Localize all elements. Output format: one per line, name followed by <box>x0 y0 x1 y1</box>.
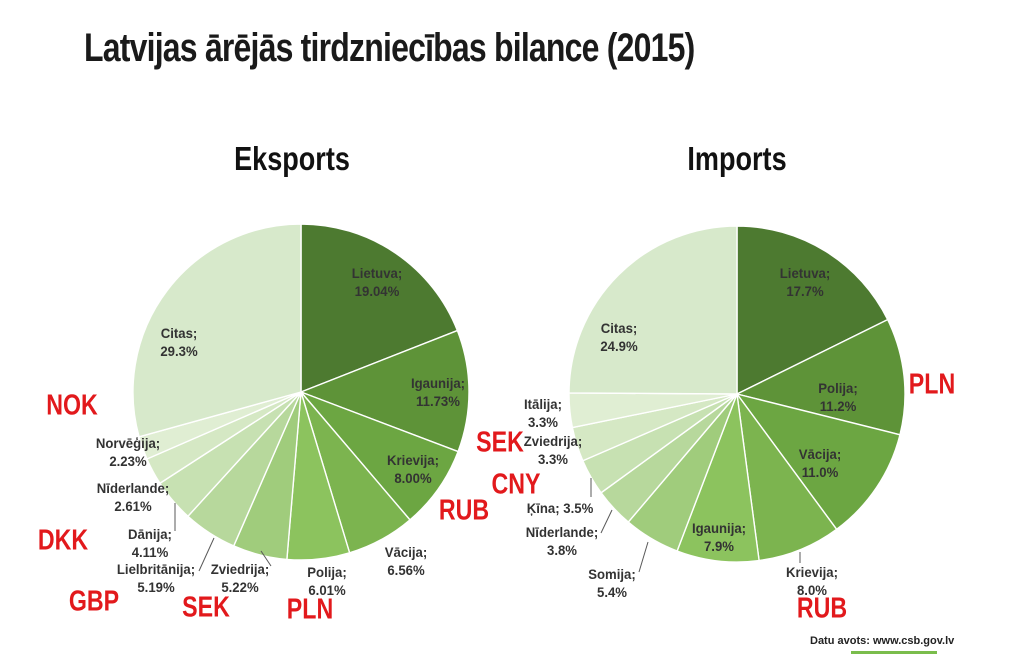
chart-title-eksports: Eksports <box>234 140 350 177</box>
page-title: Latvijas ārējās tirdzniecības bilance (2… <box>84 26 695 70</box>
pie-slice-imports-vacija <box>736 393 901 530</box>
pie-slice-eksports-lietuva <box>300 223 459 393</box>
leader-line-imports-1 <box>600 509 613 534</box>
data-source-note: Datu avots: www.csb.gov.lv <box>810 635 955 647</box>
pie-slice-imports-polija <box>736 318 906 436</box>
leader-line-imports-2 <box>638 541 649 573</box>
pie-slice-imports-citas <box>568 225 738 395</box>
pie-slice-imports-lietuva <box>736 225 889 395</box>
chart-title-imports: Imports <box>687 140 787 177</box>
pie-slice-eksports-citas <box>132 223 302 438</box>
leader-line-eksports-1 <box>198 537 215 572</box>
leader-line-eksports-2 <box>260 550 272 567</box>
footer-underline-decoration <box>851 651 937 654</box>
pie-slice-eksports-igaunija <box>300 329 470 453</box>
